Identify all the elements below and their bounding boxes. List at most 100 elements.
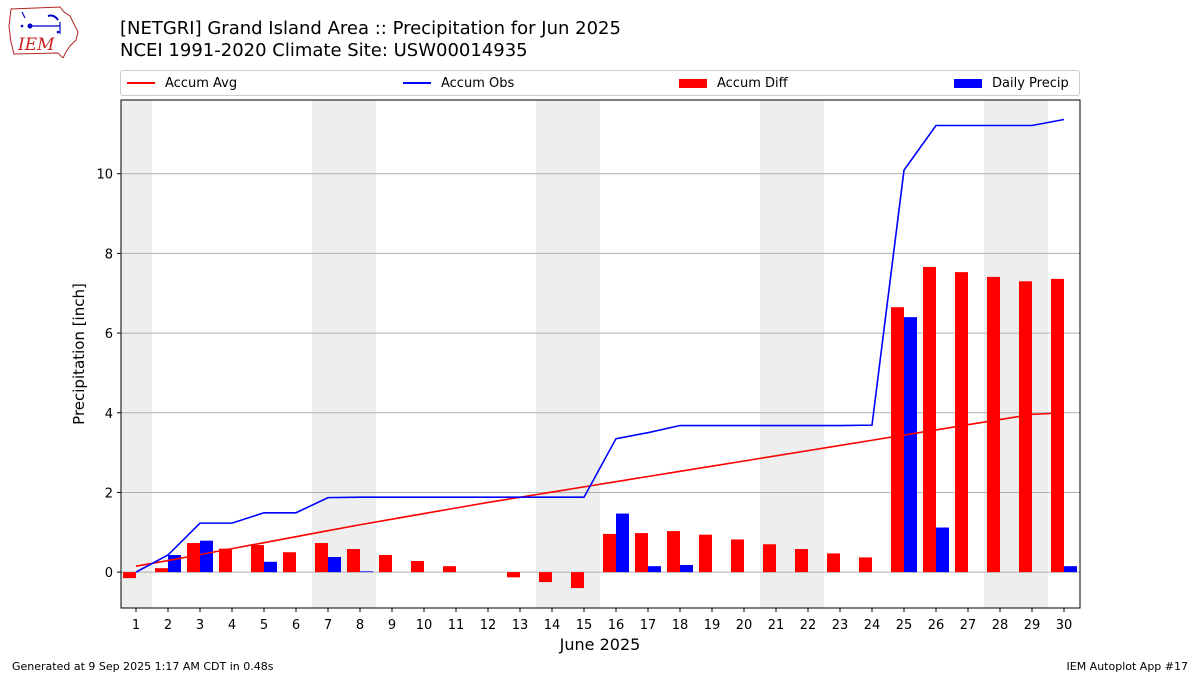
bar-accum-diff-day-29 bbox=[1019, 281, 1032, 573]
weekend-shade-day-14 bbox=[536, 100, 568, 608]
weekend-shade-day-15 bbox=[568, 100, 600, 608]
grid-lines bbox=[121, 173, 1080, 573]
legend-item-accum-diff: Accum Diff bbox=[679, 71, 788, 95]
weekend-shade-day-1 bbox=[121, 100, 152, 608]
x-tick-label-24: 24 bbox=[864, 618, 881, 633]
bar-accum-diff-day-24 bbox=[859, 557, 872, 573]
x-tick-label-9: 9 bbox=[388, 618, 396, 633]
bar-daily-precip-day-8 bbox=[360, 571, 373, 573]
bar-daily-precip-day-3 bbox=[200, 540, 213, 573]
series-lines bbox=[135, 118, 1065, 573]
bar-accum-diff-day-7 bbox=[315, 543, 328, 573]
iem-logo-text: IEM bbox=[17, 35, 55, 55]
footer-generated: Generated at 9 Sep 2025 1:17 AM CDT in 0… bbox=[12, 660, 274, 673]
weekend-shade-day-21 bbox=[760, 100, 792, 608]
bar-accum-diff-day-21 bbox=[763, 544, 776, 573]
legend-swatch-accum-obs bbox=[403, 82, 431, 84]
legend-label-daily-precip: Daily Precip bbox=[992, 75, 1069, 91]
x-tick-label-23: 23 bbox=[832, 618, 849, 633]
x-axis-label: June 2025 bbox=[559, 635, 641, 654]
y-tick-label-0: 0 bbox=[105, 566, 113, 581]
x-tick-label-12: 12 bbox=[480, 618, 497, 633]
bar-accum-diff-day-16 bbox=[603, 533, 616, 573]
bar-accum-diff-day-4 bbox=[219, 548, 232, 573]
bar-accum-diff-day-19 bbox=[699, 534, 712, 573]
x-tick-label-13: 13 bbox=[512, 618, 529, 633]
chart-subtitle: NCEI 1991-2020 Climate Site: USW00014935 bbox=[120, 40, 528, 61]
bar-accum-diff-day-23 bbox=[827, 553, 840, 573]
bar-accum-diff-day-5 bbox=[251, 545, 264, 573]
x-tick-label-22: 22 bbox=[800, 618, 817, 633]
x-tick-label-3: 3 bbox=[196, 618, 204, 633]
legend-item-accum-avg: Accum Avg bbox=[127, 71, 237, 95]
weekend-shade-day-22 bbox=[792, 100, 824, 608]
x-tick-label-29: 29 bbox=[1024, 618, 1041, 633]
line-accum-avg bbox=[135, 411, 1065, 567]
x-tick-label-28: 28 bbox=[992, 618, 1009, 633]
y-tick-label-4: 4 bbox=[105, 407, 113, 422]
x-tick-label-7: 7 bbox=[324, 618, 332, 633]
bar-accum-diff-day-6 bbox=[283, 552, 296, 573]
y-tick-label-8: 8 bbox=[105, 247, 113, 262]
bar-accum-diff-day-10 bbox=[411, 560, 424, 573]
x-tick-label-25: 25 bbox=[896, 618, 913, 633]
bar-accum-diff-day-30 bbox=[1051, 278, 1064, 573]
iem-logo: IEM bbox=[8, 6, 79, 58]
y-tick-label-2: 2 bbox=[105, 486, 113, 501]
bar-accum-diff-day-2 bbox=[155, 568, 168, 573]
bars bbox=[123, 266, 1077, 589]
x-tick-label-19: 19 bbox=[704, 618, 721, 633]
bar-accum-diff-day-9 bbox=[379, 555, 392, 573]
y-axis-label: Precipitation [inch] bbox=[70, 283, 88, 425]
bar-accum-diff-day-8 bbox=[347, 549, 360, 573]
bar-accum-diff-day-17 bbox=[635, 533, 648, 573]
bar-accum-diff-day-14 bbox=[539, 572, 552, 583]
y-tick-label-6: 6 bbox=[105, 327, 113, 342]
x-tick-label-8: 8 bbox=[356, 618, 364, 633]
legend: Accum Avg Accum Obs Accum Diff Daily Pre… bbox=[120, 70, 1080, 96]
x-tick-label-10: 10 bbox=[416, 618, 433, 633]
bar-accum-diff-day-1 bbox=[123, 572, 136, 579]
bar-daily-precip-day-18 bbox=[680, 564, 693, 573]
bar-accum-diff-day-13 bbox=[507, 572, 520, 578]
x-tick-label-30: 30 bbox=[1056, 618, 1073, 633]
bar-daily-precip-day-30 bbox=[1064, 566, 1077, 573]
x-tick-label-5: 5 bbox=[260, 618, 268, 633]
legend-swatch-daily-precip bbox=[954, 78, 982, 88]
x-tick-label-18: 18 bbox=[672, 618, 689, 633]
bar-daily-precip-day-16 bbox=[616, 513, 629, 573]
footer-app: IEM Autoplot App #17 bbox=[1066, 660, 1189, 673]
bar-accum-diff-day-20 bbox=[731, 539, 744, 573]
line-accum-obs bbox=[135, 118, 1065, 573]
x-tick-label-11: 11 bbox=[448, 618, 465, 633]
x-tick-label-16: 16 bbox=[608, 618, 625, 633]
x-tick-label-6: 6 bbox=[292, 618, 300, 633]
bar-accum-diff-day-18 bbox=[667, 531, 680, 573]
bar-daily-precip-day-25 bbox=[904, 317, 917, 573]
bar-accum-diff-day-11 bbox=[443, 566, 456, 573]
legend-item-daily-precip: Daily Precip bbox=[954, 71, 1069, 95]
bar-accum-diff-day-25 bbox=[891, 307, 904, 573]
x-tick-label-4: 4 bbox=[228, 618, 236, 633]
bar-accum-diff-day-26 bbox=[923, 266, 936, 573]
legend-label-accum-obs: Accum Obs bbox=[441, 75, 515, 91]
y-tick-label-10: 10 bbox=[96, 168, 113, 183]
x-tick-label-27: 27 bbox=[960, 618, 977, 633]
bar-accum-diff-day-3 bbox=[187, 543, 200, 573]
weekend-shade-day-8 bbox=[344, 100, 376, 608]
bar-accum-diff-day-22 bbox=[795, 549, 808, 573]
bar-daily-precip-day-5 bbox=[264, 561, 277, 573]
bar-daily-precip-day-17 bbox=[648, 566, 661, 573]
bar-accum-diff-day-27 bbox=[955, 272, 968, 573]
x-tick-label-1: 1 bbox=[132, 618, 140, 633]
weekend-shade-day-7 bbox=[312, 100, 344, 608]
chart-title: [NETGRI] Grand Island Area :: Precipitat… bbox=[120, 18, 621, 39]
x-tick-label-15: 15 bbox=[576, 618, 593, 633]
bar-daily-precip-day-26 bbox=[936, 527, 949, 573]
x-tick-label-2: 2 bbox=[164, 618, 172, 633]
x-tick-label-14: 14 bbox=[544, 618, 561, 633]
bar-daily-precip-day-7 bbox=[328, 557, 341, 573]
legend-label-accum-avg: Accum Avg bbox=[165, 75, 238, 91]
